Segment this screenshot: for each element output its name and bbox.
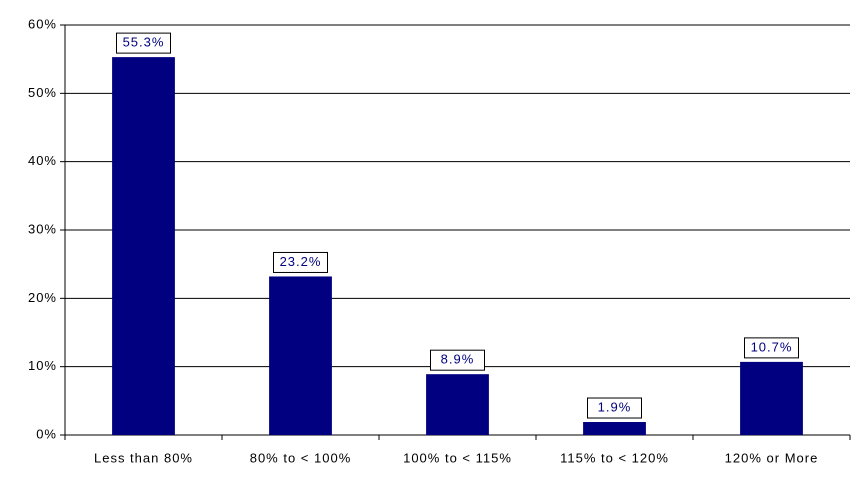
value-label-box <box>116 32 171 54</box>
x-tick-label: Less than 80% <box>94 450 193 465</box>
value-label: 8.9% <box>441 352 475 367</box>
y-tick-label: 30% <box>28 221 57 236</box>
value-label: 55.3% <box>123 35 165 50</box>
x-tick-label: 115% to < 120% <box>560 450 669 465</box>
value-label-box <box>430 349 485 371</box>
y-tick-label: 0% <box>36 426 57 441</box>
bar <box>269 276 332 435</box>
value-label: 23.2% <box>280 254 322 269</box>
y-tick-label: 40% <box>28 153 57 168</box>
x-tick-label: 100% to < 115% <box>403 450 512 465</box>
value-label-box <box>273 251 328 273</box>
value-label-box <box>587 397 642 419</box>
bar <box>583 422 646 435</box>
value-label: 10.7% <box>751 339 793 354</box>
x-tick-label: 120% or More <box>725 450 819 465</box>
y-tick-label: 60% <box>28 16 57 31</box>
value-label-box <box>744 337 799 359</box>
x-tick-label: 80% to < 100% <box>250 450 352 465</box>
bar <box>426 374 489 435</box>
y-tick-label: 20% <box>28 290 57 305</box>
bar <box>112 57 175 435</box>
y-tick-label: 50% <box>28 85 57 100</box>
y-tick-label: 10% <box>28 358 57 373</box>
bar <box>740 361 803 435</box>
value-label: 1.9% <box>598 399 632 414</box>
